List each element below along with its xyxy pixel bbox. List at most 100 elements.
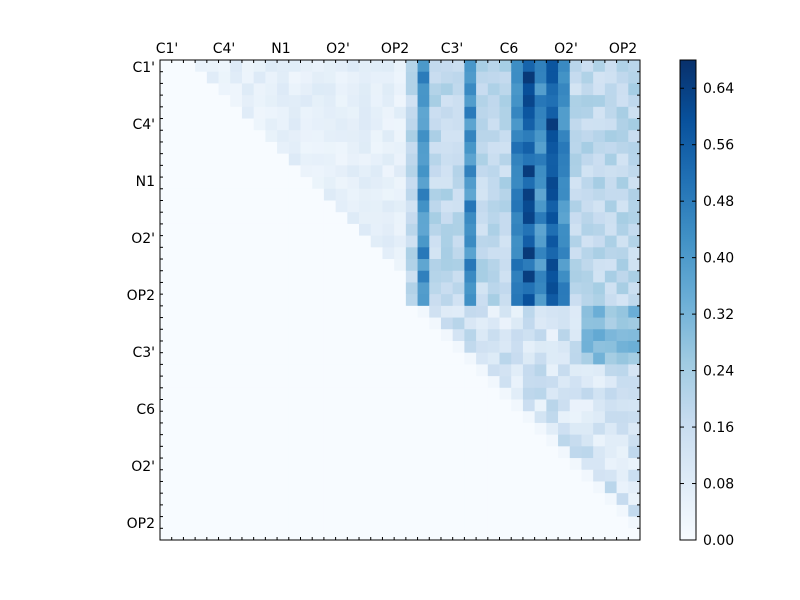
heatmap-cell xyxy=(206,212,220,225)
heatmap-cell xyxy=(581,528,594,541)
heatmap-cell xyxy=(464,106,477,120)
heatmap-cell xyxy=(300,422,313,436)
heatmap-cell xyxy=(370,141,383,155)
heatmap-cell xyxy=(323,118,337,131)
heatmap-cell xyxy=(370,434,383,447)
heatmap-cell xyxy=(476,71,489,84)
heatmap-cell xyxy=(534,71,547,84)
heatmap-cell xyxy=(394,364,407,377)
heatmap-cell xyxy=(347,399,360,412)
heatmap-cell xyxy=(347,481,360,494)
heatmap-cell xyxy=(581,458,594,471)
heatmap-cell xyxy=(370,130,383,143)
heatmap-cell xyxy=(323,223,337,237)
heatmap-cell xyxy=(511,212,524,225)
top-tick-label: C6 xyxy=(500,41,519,57)
heatmap-cell xyxy=(616,247,629,260)
heatmap-cell xyxy=(464,270,477,283)
heatmap-cell xyxy=(277,130,290,143)
heatmap-cell xyxy=(417,399,430,412)
heatmap-cell xyxy=(546,516,559,529)
heatmap-cell xyxy=(288,446,301,459)
heatmap-cell xyxy=(452,434,465,447)
heatmap-cell xyxy=(417,493,430,506)
heatmap-cell xyxy=(195,153,208,166)
heatmap-cell xyxy=(382,223,395,237)
heatmap-cell xyxy=(487,446,501,459)
heatmap-cell xyxy=(359,434,372,447)
plot-frame xyxy=(159,59,641,541)
heatmap-cell xyxy=(616,165,629,178)
heatmap-cell xyxy=(382,504,395,518)
heatmap-cell xyxy=(171,83,184,96)
heatmap-cell xyxy=(405,364,419,377)
heatmap-cell xyxy=(546,282,559,295)
heatmap-cell xyxy=(253,282,266,295)
heatmap-cell xyxy=(241,270,255,283)
heatmap-cell xyxy=(429,294,442,307)
heatmap-cell xyxy=(604,118,618,131)
heatmap-cell xyxy=(347,528,360,541)
heatmap-cell xyxy=(265,141,278,155)
heatmap-cell xyxy=(323,130,337,143)
heatmap-cell xyxy=(394,212,407,225)
heatmap-cell xyxy=(183,212,196,225)
heatmap-cell xyxy=(195,60,208,73)
heatmap-cell xyxy=(160,200,173,213)
heatmap-cell xyxy=(464,212,477,225)
heatmap-cell xyxy=(534,223,547,237)
heatmap-cell xyxy=(558,60,571,73)
heatmap-cell xyxy=(206,469,220,482)
heatmap-cell xyxy=(265,259,278,272)
left-tick-label: OP2 xyxy=(127,288,155,304)
heatmap-cell xyxy=(300,446,313,459)
heatmap-cell xyxy=(593,259,606,272)
heatmap-cell xyxy=(195,352,208,365)
heatmap-cell xyxy=(312,212,325,225)
heatmap-cell xyxy=(405,212,419,225)
heatmap-cell xyxy=(300,317,313,330)
heatmap-cell xyxy=(359,422,372,436)
heatmap-cell xyxy=(581,364,594,377)
heatmap-cell xyxy=(277,340,290,354)
heatmap-cell xyxy=(335,376,348,389)
heatmap-cell xyxy=(300,364,313,377)
heatmap-cell xyxy=(359,130,372,143)
heatmap-cell xyxy=(476,481,489,494)
heatmap-cell xyxy=(452,352,465,365)
heatmap-cell xyxy=(370,387,383,401)
heatmap-cell xyxy=(195,317,208,330)
heatmap-cell xyxy=(511,106,524,120)
heatmap-cell xyxy=(452,528,465,541)
heatmap-cell xyxy=(581,399,594,412)
heatmap-cell xyxy=(370,200,383,213)
heatmap-cell xyxy=(452,188,465,201)
heatmap-cell xyxy=(335,235,348,248)
heatmap-cell xyxy=(335,317,348,330)
heatmap-cell xyxy=(253,411,266,424)
heatmap-cell xyxy=(476,282,489,295)
heatmap-cell xyxy=(171,364,184,377)
heatmap-cell xyxy=(511,188,524,201)
heatmap-cell xyxy=(452,153,465,166)
heatmap-cell xyxy=(160,329,173,342)
heatmap-cell xyxy=(534,282,547,295)
heatmap-cell xyxy=(370,317,383,330)
heatmap-cell xyxy=(206,528,220,541)
heatmap-cell xyxy=(394,399,407,412)
heatmap-cell xyxy=(487,399,501,412)
heatmap-cell xyxy=(300,130,313,143)
heatmap-cell xyxy=(241,504,255,518)
heatmap-cell xyxy=(359,504,372,518)
heatmap-cell xyxy=(241,481,255,494)
heatmap-cell xyxy=(616,399,629,412)
heatmap-cell xyxy=(558,352,571,365)
heatmap-cell xyxy=(464,235,477,248)
heatmap-cell xyxy=(394,223,407,237)
heatmap-cell xyxy=(417,83,430,96)
heatmap-cell xyxy=(616,481,629,494)
heatmap-cell xyxy=(464,141,477,155)
heatmap-cell xyxy=(628,130,641,143)
heatmap-cell xyxy=(616,118,629,131)
heatmap-cell xyxy=(288,83,301,96)
